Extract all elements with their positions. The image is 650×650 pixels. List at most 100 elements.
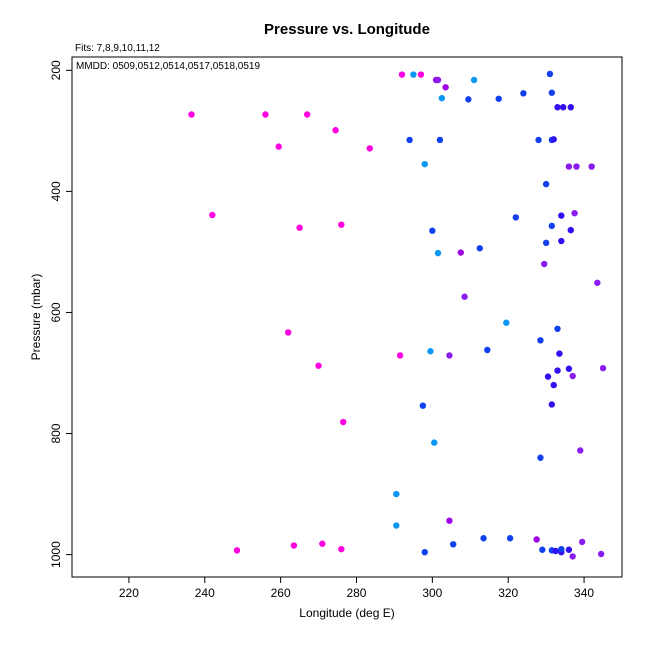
data-point xyxy=(569,553,576,560)
data-point xyxy=(565,546,573,553)
data-point xyxy=(541,260,548,268)
y-tick-label: 1000 xyxy=(49,541,63,568)
data-point xyxy=(546,70,554,78)
data-point xyxy=(262,111,269,118)
data-point xyxy=(233,547,241,554)
data-point xyxy=(588,163,595,170)
data-point xyxy=(410,71,417,78)
x-tick-label: 220 xyxy=(119,586,139,600)
x-axis-label: Longitude (deg E) xyxy=(299,606,394,620)
data-point xyxy=(542,239,550,247)
data-point xyxy=(436,136,444,144)
data-point xyxy=(548,222,556,230)
data-point xyxy=(209,211,216,219)
plot-area xyxy=(188,70,607,560)
data-point xyxy=(567,226,574,234)
data-point xyxy=(503,319,510,326)
data-point xyxy=(434,249,442,257)
x-axis: 220 240 260 280 300 320 340 xyxy=(119,577,594,600)
plot-frame xyxy=(71,56,623,578)
data-point xyxy=(396,352,404,359)
data-point xyxy=(594,279,601,286)
x-tick-label: 340 xyxy=(574,586,594,600)
y-tick-label: 600 xyxy=(49,302,63,322)
data-point xyxy=(340,418,347,426)
x-tick-label: 260 xyxy=(271,586,291,600)
data-point xyxy=(539,546,546,553)
data-point xyxy=(431,439,438,446)
data-point xyxy=(599,364,607,372)
data-point xyxy=(567,104,574,111)
x-tick-label: 300 xyxy=(422,586,442,600)
y-tick-label: 200 xyxy=(49,60,63,80)
data-point xyxy=(544,373,552,380)
data-point xyxy=(429,227,436,234)
data-point xyxy=(577,447,584,454)
data-point xyxy=(506,535,514,542)
data-point xyxy=(556,350,563,357)
data-point xyxy=(558,237,565,245)
data-point xyxy=(550,381,557,389)
data-point xyxy=(446,517,453,524)
data-point xyxy=(319,540,326,547)
data-point xyxy=(315,362,322,369)
data-point xyxy=(554,367,561,374)
data-point xyxy=(573,163,580,170)
data-point xyxy=(533,536,540,543)
data-point xyxy=(495,95,502,102)
data-point xyxy=(398,71,406,78)
data-point xyxy=(296,224,303,231)
data-point xyxy=(571,209,578,217)
data-point xyxy=(406,136,413,144)
data-point xyxy=(446,352,453,359)
data-point xyxy=(550,136,557,143)
data-point xyxy=(332,127,339,134)
data-point xyxy=(419,402,427,409)
data-point xyxy=(537,454,544,461)
mmdd-label: MMDD: 0509,0512,0514,0517,0518,0519 xyxy=(76,61,260,72)
data-point xyxy=(470,76,478,84)
data-point xyxy=(434,76,442,84)
data-point xyxy=(537,337,544,344)
y-tick-label: 400 xyxy=(49,181,63,201)
data-point xyxy=(290,542,298,549)
data-point xyxy=(421,160,428,168)
data-point xyxy=(565,365,573,372)
data-point xyxy=(548,401,556,408)
data-point xyxy=(554,104,561,111)
data-point xyxy=(421,548,428,556)
y-axis-label: Pressure (mbar) xyxy=(29,274,43,361)
data-point xyxy=(303,111,311,118)
y-tick-label: 800 xyxy=(49,423,63,443)
data-point xyxy=(393,522,400,529)
data-point xyxy=(548,89,556,96)
fits-label: Fits: 7,8,9,10,11,12 xyxy=(75,43,160,54)
data-point xyxy=(542,180,550,188)
y-axis: 200 400 600 800 1000 xyxy=(49,60,72,568)
data-point xyxy=(465,96,472,103)
data-point xyxy=(417,71,425,78)
x-tick-label: 280 xyxy=(346,586,366,600)
x-tick-label: 240 xyxy=(195,586,215,600)
data-point xyxy=(285,329,292,336)
data-point xyxy=(438,94,446,102)
data-point xyxy=(560,104,567,111)
data-point xyxy=(520,90,527,97)
x-tick-label: 320 xyxy=(498,586,518,600)
data-point xyxy=(476,245,483,252)
data-point xyxy=(565,163,573,170)
data-point xyxy=(338,545,345,553)
data-point xyxy=(457,249,464,256)
chart-title: Pressure vs. Longitude xyxy=(264,21,430,38)
data-point xyxy=(275,143,282,150)
data-point xyxy=(484,346,491,354)
data-point xyxy=(554,325,561,333)
data-point xyxy=(427,348,434,355)
data-point xyxy=(535,136,542,144)
data-point xyxy=(578,538,586,546)
data-point xyxy=(450,541,457,548)
data-point xyxy=(569,372,576,380)
data-point xyxy=(558,545,565,553)
